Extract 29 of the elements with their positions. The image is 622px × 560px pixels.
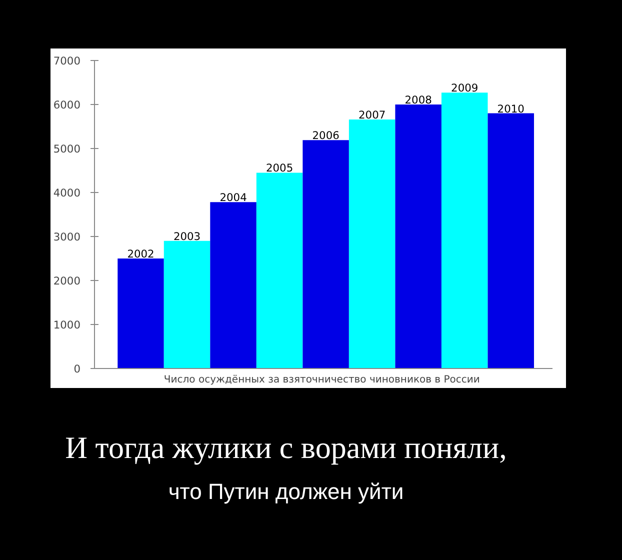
bar <box>256 172 303 368</box>
x-tick-label: 2009 <box>451 82 478 95</box>
bar <box>348 119 396 368</box>
bar <box>488 113 534 368</box>
x-tick-label: 2010 <box>497 102 525 116</box>
x-tick-label: 2002 <box>127 248 154 260</box>
bar <box>302 140 349 368</box>
y-tick-label: 2000 <box>53 274 81 288</box>
x-tick-label: 2005 <box>266 162 294 175</box>
bar <box>210 202 256 368</box>
x-tick-label: 2006 <box>312 129 340 142</box>
x-tick-label: 2008 <box>404 94 432 106</box>
y-tick-label: 4000 <box>53 186 81 200</box>
bar <box>395 104 442 368</box>
text: И тогда жулики с ворами поняли, <box>65 429 507 467</box>
y-tick-label: 5000 <box>53 142 81 156</box>
y-tick-label: 1000 <box>53 318 81 332</box>
x-axis-title: Число осуждённых за взяточничество чиновников в России <box>164 374 480 386</box>
x-tick-label: 2004 <box>220 191 248 204</box>
y-tick-label: 0 <box>74 362 81 376</box>
y-tick-label: 7000 <box>53 54 81 68</box>
x-tick-label: 2007 <box>358 108 386 122</box>
x-tick-label: 2003 <box>173 230 201 243</box>
bar <box>441 92 488 368</box>
bar <box>164 240 210 368</box>
y-tick-label: 6000 <box>53 98 81 112</box>
y-tick-label: 3000 <box>53 230 81 244</box>
bar <box>118 258 164 368</box>
text: что Путин должен уйти <box>168 478 404 506</box>
